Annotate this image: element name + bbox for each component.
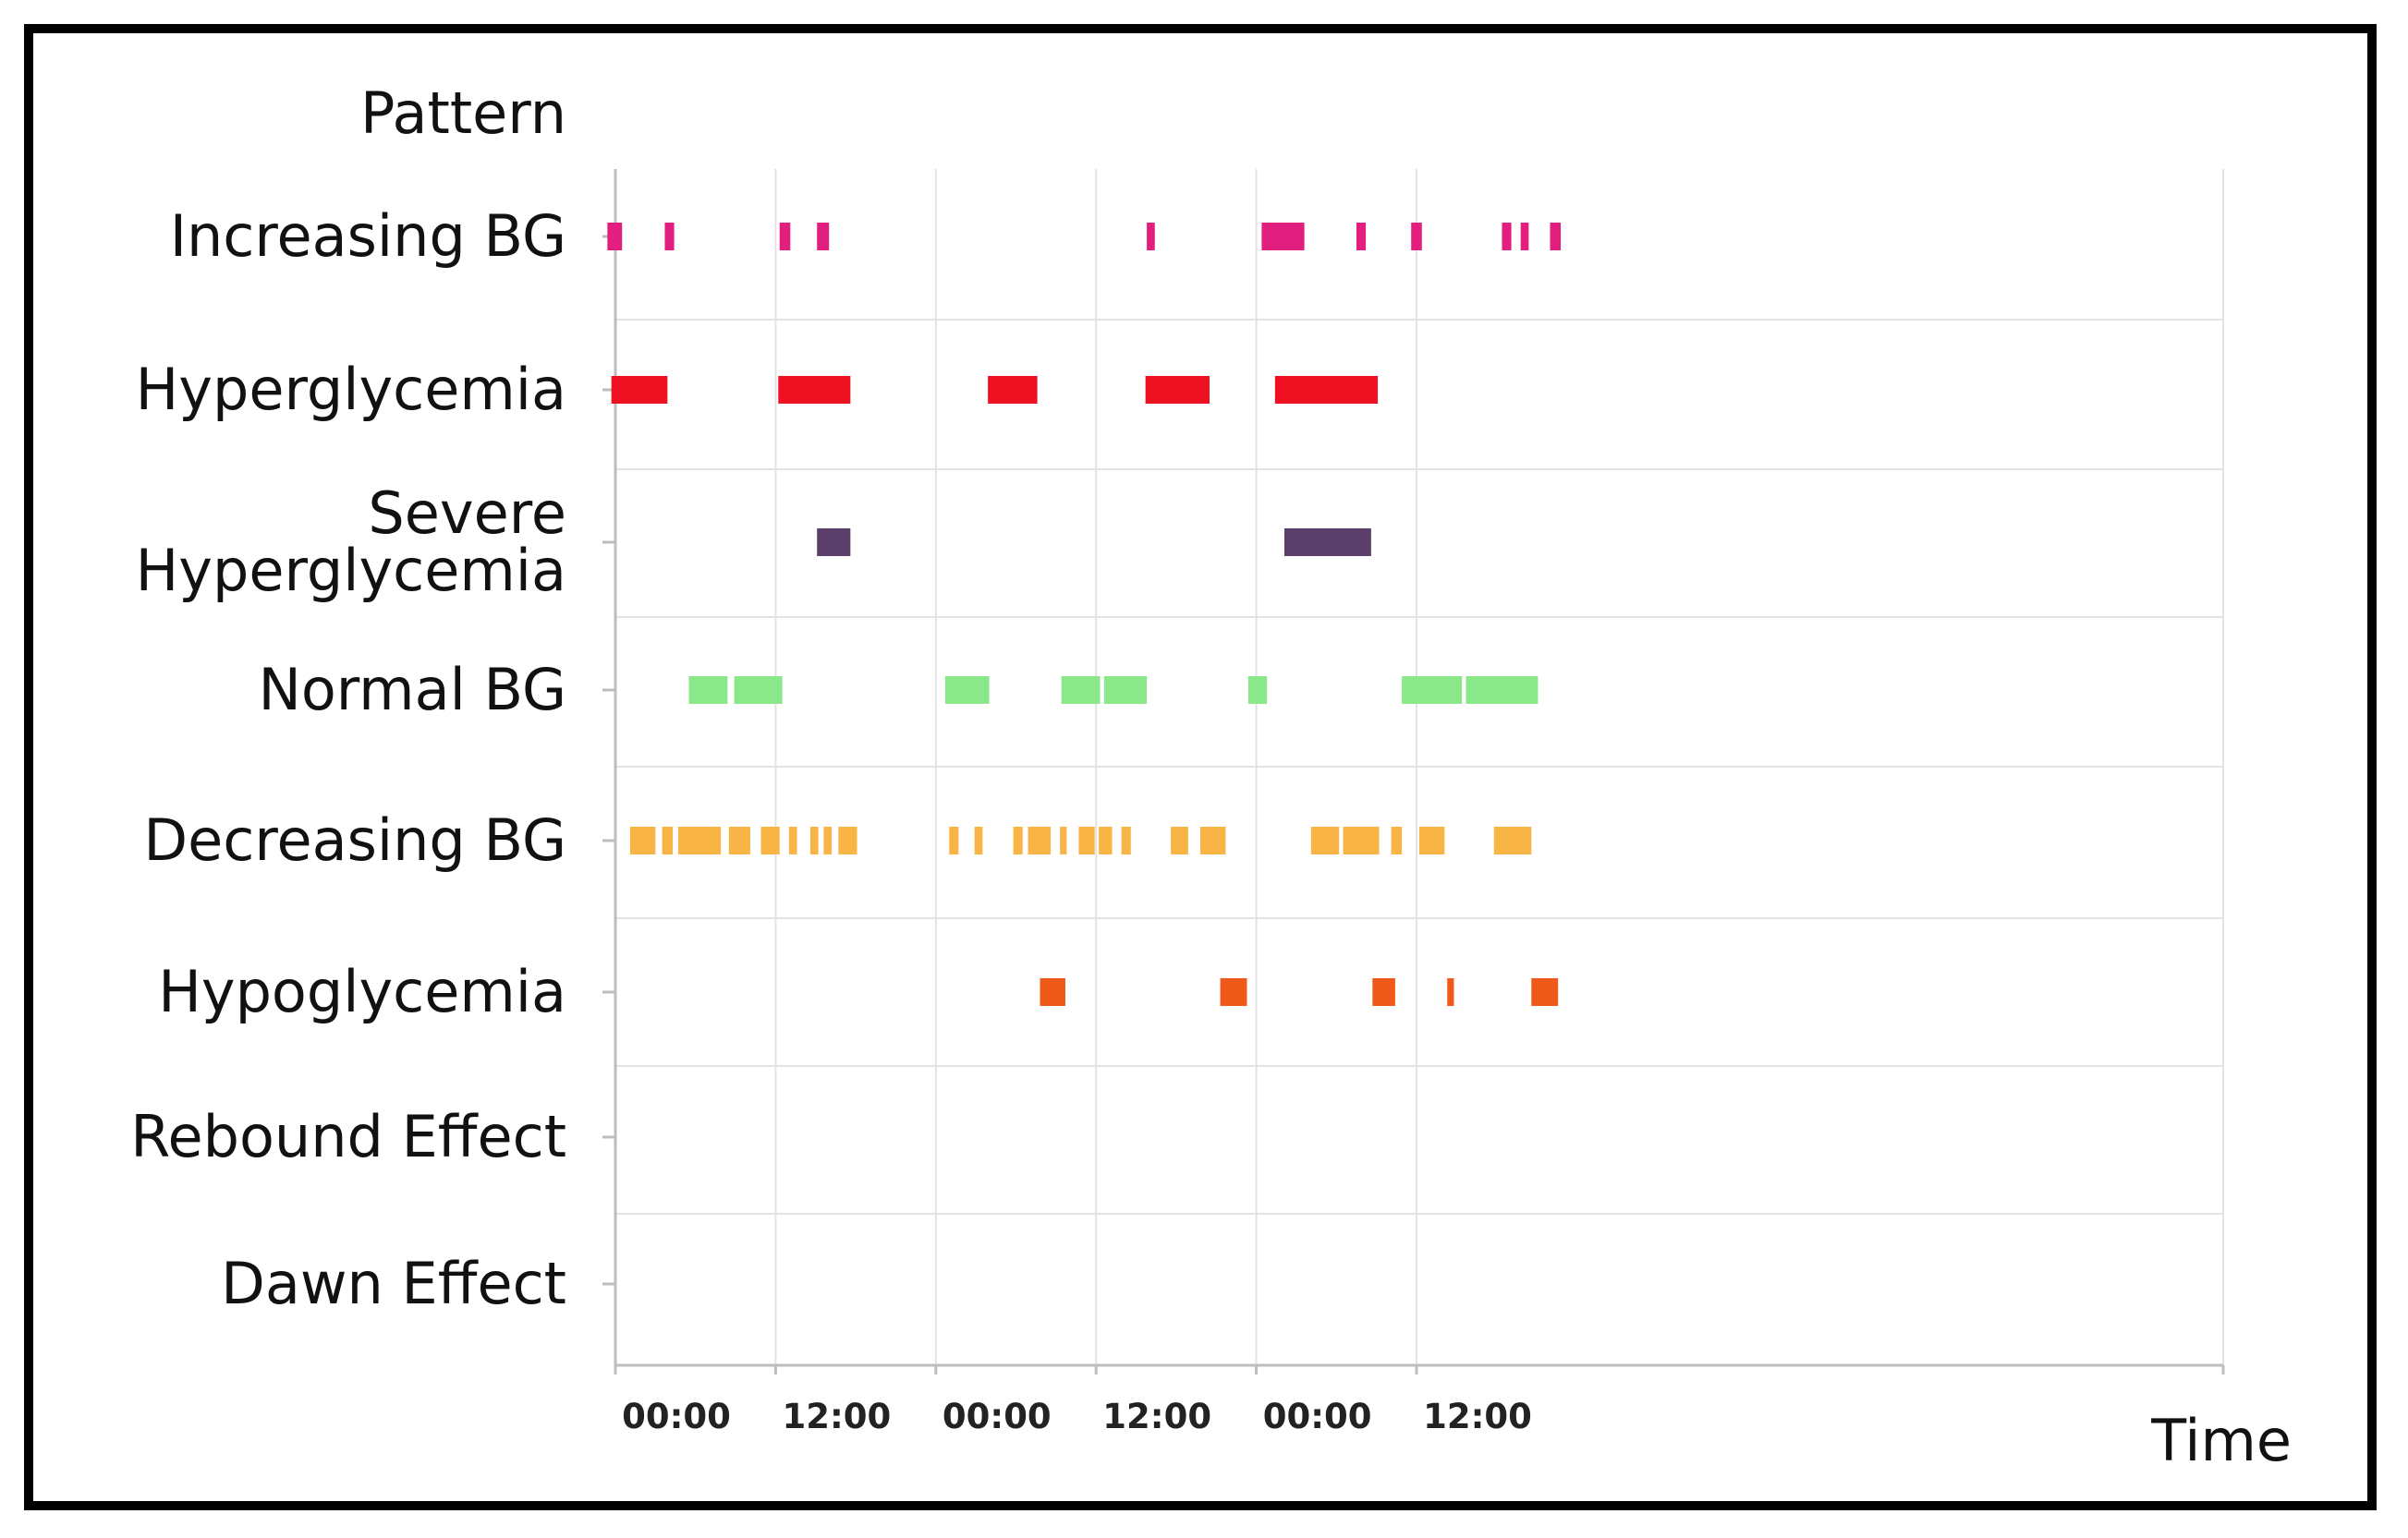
x-tick-label-1: 12:00	[783, 1397, 892, 1436]
pattern-timeline-chart: Pattern Increasing BG Hyperglycemia Severe…	[130, 79, 2292, 1474]
bar-s4-12	[1028, 827, 1052, 854]
series-0	[607, 223, 1562, 250]
bar-s3-6	[1402, 676, 1463, 704]
bar-s3-7	[1465, 676, 1538, 704]
bar-s4-5	[788, 827, 797, 854]
y-label-4: Decreasing BG	[143, 806, 566, 874]
bar-s0-4	[1147, 223, 1155, 250]
bar-s0-7	[1411, 223, 1422, 250]
bar-s4-15	[1099, 827, 1113, 854]
bar-s4-0	[629, 827, 656, 854]
series-3	[688, 676, 1538, 704]
y-axis-title: Pattern	[360, 79, 566, 147]
bar-s2-1	[1283, 528, 1371, 556]
y-label-0: Increasing BG	[170, 202, 566, 270]
bar-s3-2	[944, 676, 990, 704]
bar-s0-6	[1356, 223, 1367, 250]
bar-s4-14	[1078, 827, 1095, 854]
bar-s4-4	[760, 827, 780, 854]
axes	[602, 169, 2225, 1375]
bar-s4-6	[809, 827, 819, 854]
bar-s1-1	[778, 376, 851, 404]
bar-s4-13	[1060, 827, 1067, 854]
pattern-bars	[607, 223, 1562, 1006]
bar-s5-1	[1220, 978, 1247, 1006]
bar-s4-2	[677, 827, 722, 854]
y-label-7: Dawn Effect	[221, 1250, 566, 1317]
bar-s3-1	[734, 676, 783, 704]
series-4	[629, 827, 1532, 854]
bar-s4-1	[662, 827, 674, 854]
x-tick-label-4: 00:00	[1263, 1397, 1372, 1436]
grid-lines	[614, 169, 2224, 1365]
bar-s0-8	[1502, 223, 1512, 250]
bar-s4-3	[728, 827, 750, 854]
bar-s4-8	[838, 827, 857, 854]
bar-s5-4	[1531, 978, 1559, 1006]
bar-s4-20	[1343, 827, 1380, 854]
bar-s3-0	[688, 676, 728, 704]
bar-s4-17	[1171, 827, 1188, 854]
bar-s0-5	[1261, 223, 1305, 250]
bar-s4-16	[1121, 827, 1131, 854]
x-tick-label-3: 12:00	[1102, 1397, 1211, 1436]
bar-s3-3	[1061, 676, 1101, 704]
y-category-labels: Increasing BG Hyperglycemia Severe Hypergly…	[130, 202, 566, 1317]
bar-s5-0	[1040, 978, 1065, 1006]
y-label-5: Hypoglycemia	[158, 958, 566, 1025]
bar-s1-3	[1145, 376, 1210, 404]
bar-s5-3	[1447, 978, 1454, 1006]
bar-s4-7	[823, 827, 833, 854]
bar-s0-3	[817, 223, 830, 250]
bar-s2-0	[817, 528, 851, 556]
bar-s4-19	[1310, 827, 1340, 854]
bar-s4-23	[1493, 827, 1532, 854]
y-label-3: Normal BG	[258, 656, 566, 723]
bar-s3-5	[1247, 676, 1268, 704]
y-label-1: Hyperglycemia	[136, 356, 566, 423]
chart-frame: Pattern Increasing BG Hyperglycemia Severe…	[24, 24, 2377, 1510]
x-tick-label-5: 12:00	[1423, 1397, 1532, 1436]
series-5	[1040, 978, 1559, 1006]
bar-s3-4	[1103, 676, 1148, 704]
series-2	[817, 528, 1371, 556]
bar-s4-10	[974, 827, 983, 854]
bar-s1-2	[988, 376, 1038, 404]
bar-s4-21	[1391, 827, 1403, 854]
x-tick-label-0: 00:00	[622, 1397, 731, 1436]
x-tick-label-2: 00:00	[943, 1397, 1052, 1436]
bar-s5-2	[1372, 978, 1395, 1006]
bar-s4-18	[1199, 827, 1226, 854]
y-label-2: Severe Hyperglycemia	[136, 479, 566, 604]
bar-s1-0	[611, 376, 668, 404]
bar-s0-1	[664, 223, 675, 250]
bar-s0-2	[779, 223, 791, 250]
bar-s0-0	[607, 223, 623, 250]
y-label-6: Rebound Effect	[130, 1103, 566, 1170]
bar-s4-11	[1013, 827, 1023, 854]
bar-s1-4	[1274, 376, 1379, 404]
bar-s0-9	[1520, 223, 1529, 250]
x-axis-title: Time	[2150, 1407, 2292, 1474]
bar-s4-22	[1418, 827, 1445, 854]
series-1	[611, 376, 1379, 404]
bar-s4-9	[949, 827, 959, 854]
x-tick-labels: 00:00 12:00 00:00 12:00 00:00 12:00	[622, 1397, 1532, 1436]
bar-s0-10	[1550, 223, 1562, 250]
